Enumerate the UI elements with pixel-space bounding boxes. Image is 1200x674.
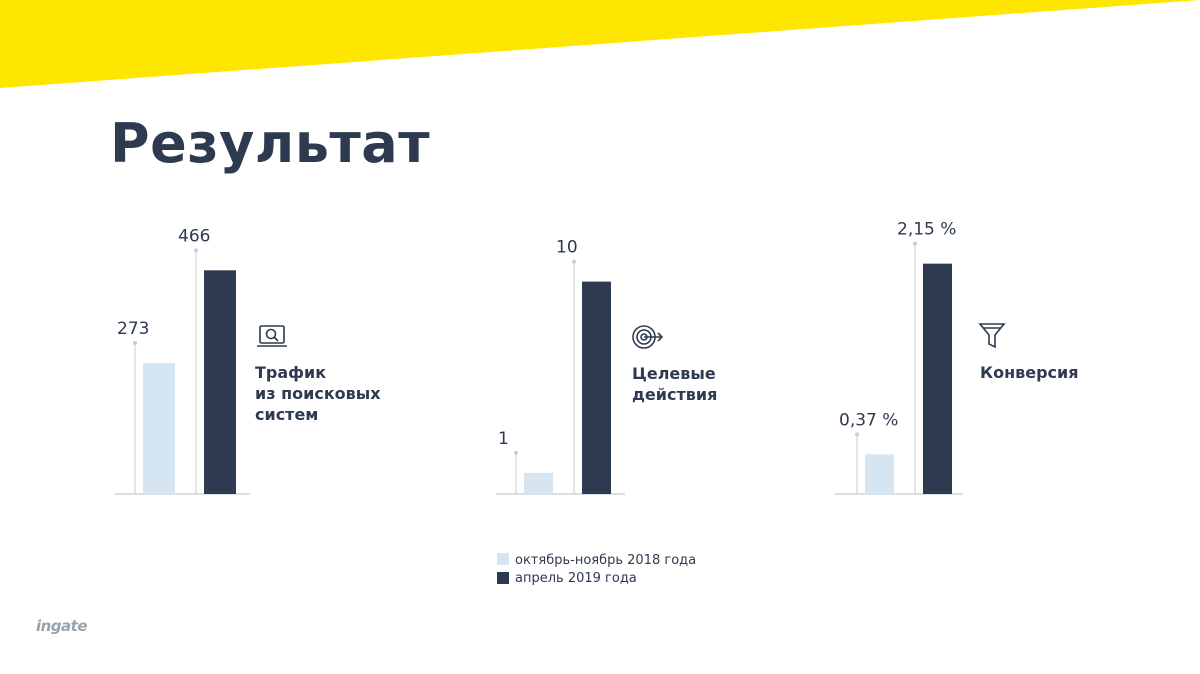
metric-label: Конверсия — [980, 363, 1079, 382]
value-label: 466 — [178, 226, 210, 246]
page-title: Результат — [110, 112, 431, 175]
legend-label-before: октябрь-ноябрь 2018 года — [515, 553, 696, 568]
metric-label: Целевые — [632, 364, 716, 383]
bar-before — [143, 362, 175, 494]
leader-dot — [133, 340, 137, 345]
value-label: 1 — [498, 429, 509, 449]
ingate-logo: ingate — [36, 617, 88, 635]
bar-after — [923, 263, 952, 494]
legend-swatch-before — [497, 553, 509, 565]
search-laptop-icon — [257, 325, 287, 347]
leader-dot — [514, 450, 518, 455]
yellow-banner — [0, 0, 1200, 88]
legend: октябрь-ноябрь 2018 года апрель 2019 года — [497, 553, 696, 586]
leader-dot — [913, 241, 917, 246]
leader-dot — [194, 248, 198, 253]
bar-before — [865, 454, 894, 494]
chart-3: 0,37 % 2,15 % Конверсия — [835, 220, 1079, 495]
metric-label: Трафик — [255, 363, 326, 382]
metric-label: из поисковых — [255, 384, 381, 403]
value-label: 0,37 % — [839, 410, 898, 430]
value-label: 2,15 % — [897, 220, 956, 240]
metric-label: действия — [632, 385, 717, 404]
value-label: 273 — [117, 319, 149, 339]
chart-1: 273 466 Трафик из поисковых систем — [115, 226, 381, 495]
leader-dot — [572, 259, 576, 264]
legend-label-after: апрель 2019 года — [515, 571, 637, 586]
value-label: 10 — [556, 238, 578, 258]
leader-dot — [855, 432, 859, 437]
target-icon — [632, 325, 664, 349]
bar-before — [524, 472, 553, 494]
bar-after — [204, 270, 236, 494]
funnel-icon — [978, 323, 1006, 349]
legend-swatch-after — [497, 572, 509, 584]
chart-2: 1 10 Целевые действия — [496, 238, 717, 495]
bar-after — [582, 281, 611, 494]
metric-label: систем — [255, 405, 318, 424]
